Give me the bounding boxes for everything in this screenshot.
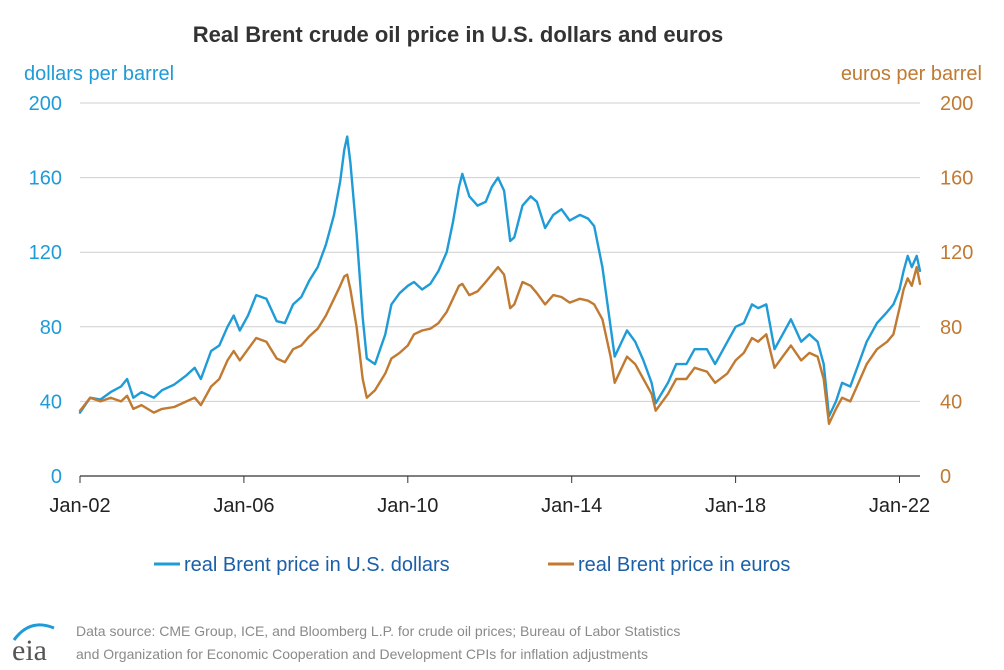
x-tick-label: Jan-22 [869,495,930,517]
x-tick-label: Jan-06 [213,495,274,517]
y-tick-left: 120 [29,242,62,264]
y-tick-left: 160 [29,168,62,190]
logo-text: eia [12,634,47,667]
source-line-1: Data source: CME Group, ICE, and Bloombe… [76,623,680,639]
y-axis-left-label: dollars per barrel [24,63,174,85]
series-lines [78,135,922,425]
y-tick-right: 120 [940,242,973,264]
y-tick-left: 200 [29,93,62,115]
legend-label: real Brent price in U.S. dollars [184,554,450,576]
x-tick-label: Jan-14 [541,495,602,517]
series-line-eur [78,265,922,425]
y-ticks-right: 0 40 80 120 160 200 [940,93,973,488]
gridlines [80,102,920,477]
y-tick-right: 0 [940,466,951,488]
y-tick-right: 80 [940,317,962,339]
y-tick-left: 0 [51,466,62,488]
x-axis: Jan-02 Jan-06 Jan-10 Jan-14 Jan-18 Jan-22 [49,476,930,517]
legend-label: real Brent price in euros [578,554,790,576]
x-tick-label: Jan-02 [49,495,110,517]
x-tick-label: Jan-18 [705,495,766,517]
logo-swoosh [12,623,55,641]
eia-logo: eia [12,623,55,667]
y-tick-left: 80 [40,317,62,339]
y-tick-right: 40 [940,391,962,413]
y-tick-right: 160 [940,168,973,190]
y-tick-left: 40 [40,391,62,413]
source-line-2: and Organization for Economic Cooperatio… [76,646,648,662]
y-tick-right: 200 [940,93,973,115]
chart-title: Real Brent crude oil price in U.S. dolla… [193,22,724,47]
y-ticks-left: 0 40 80 120 160 200 [29,93,62,488]
x-tick-label: Jan-10 [377,495,438,517]
legend: real Brent price in U.S. dollars real Bre… [154,554,790,576]
y-axis-right-label: euros per barrel [841,63,982,85]
series-line-usd [78,135,922,418]
